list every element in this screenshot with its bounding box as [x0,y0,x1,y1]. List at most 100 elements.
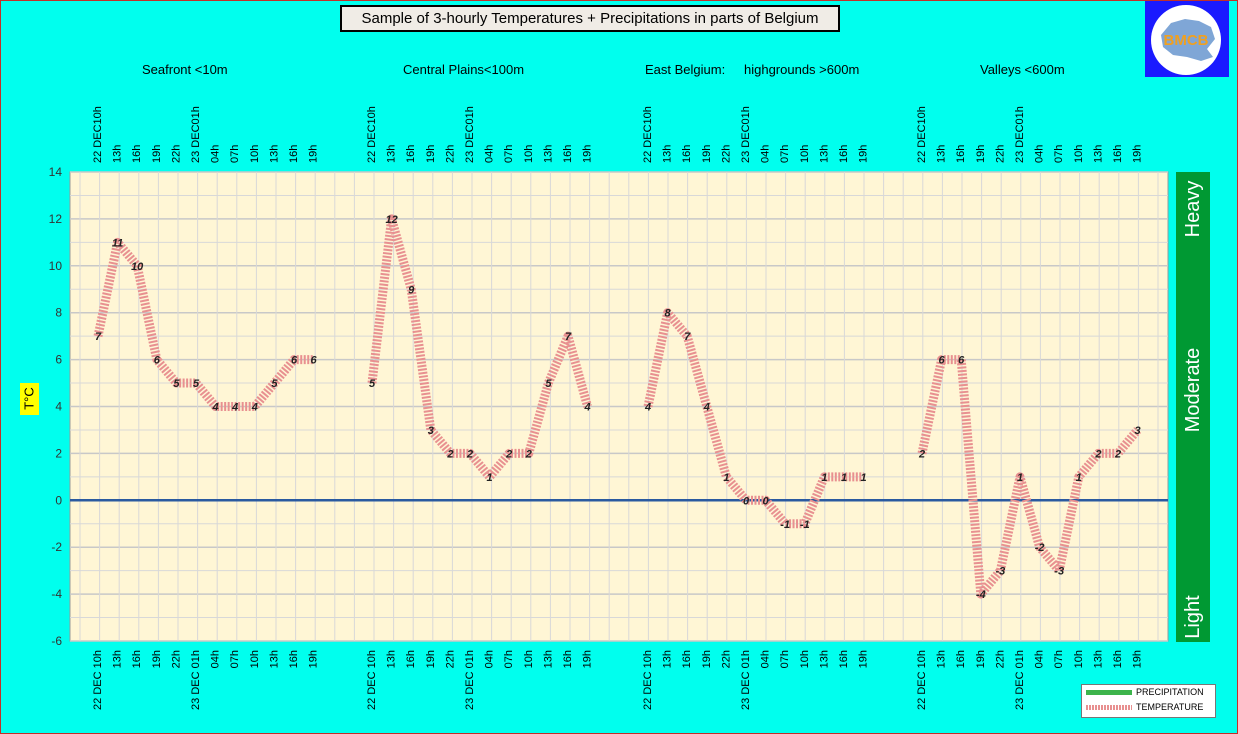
x-tick-label-top: 19h [975,145,987,163]
data-label: 5 [173,378,180,390]
x-tick-label-bottom: 04h [760,650,772,668]
x-tick-label-top: 23 DEC01h [1014,106,1026,163]
data-label: 1 [487,472,493,484]
x-tick-label-bottom: 07h [503,650,515,668]
x-tick-label-top: 13h [268,145,280,163]
x-tick-label-bottom: 23 DEC 01h [464,650,476,710]
y-axis-label: T°C [21,387,37,410]
x-tick-label-bottom: 22h [994,650,1006,668]
data-label: 2 [466,448,473,460]
x-tick-label-bottom: 22h [720,650,732,668]
x-tick-label-bottom: 19h [858,650,870,668]
data-label: 1 [841,472,847,484]
data-label: 7 [684,331,691,343]
data-label: 6 [291,355,298,367]
temperature-line [93,237,314,411]
x-tick-label-bottom: 16h [955,650,967,668]
data-label: 1 [821,472,827,484]
x-tick-label-top: 16h [838,145,850,163]
x-tick-label-top: 07h [779,145,791,163]
y-tick-label: -2 [51,540,62,554]
x-tick-label-bottom: 19h [582,650,594,668]
x-tick-label-top: 22h [720,145,732,163]
region-label-valleys: Valleys <600m [980,62,1065,77]
data-label: 9 [408,284,415,296]
data-label: 4 [251,402,258,414]
x-tick-label-bottom: 19h [701,650,713,668]
y-tick-label: 10 [49,259,63,273]
y-tick-label: 2 [55,446,62,460]
data-label: 7 [95,331,102,343]
data-label: 4 [212,402,219,414]
data-label: 2 [1094,448,1101,460]
precipitation-band [1176,172,1210,642]
data-label: 1 [861,472,867,484]
x-tick-label-bottom: 16h [562,650,574,668]
data-label: -4 [976,589,986,601]
y-tick-label: 14 [49,165,63,179]
x-tick-label-bottom: 10h [1073,650,1085,668]
x-tick-label-top: 19h [425,145,437,163]
data-label: 6 [939,355,946,367]
x-tick-label-top: 16h [681,145,693,163]
x-tick-label-top: 16h [405,145,417,163]
x-tick-label-bottom: 07h [779,650,791,668]
data-label: 2 [1114,448,1121,460]
x-tick-label-top: 19h [1132,145,1144,163]
x-tick-label-bottom: 13h [112,650,124,668]
x-tick-label-top: 13h [542,145,554,163]
data-label: 4 [644,402,651,414]
data-label: 1 [1017,472,1023,484]
x-tick-label-bottom: 04h [1034,650,1046,668]
x-tick-label-top: 22 DEC10h [916,106,928,163]
x-tick-label-bottom: 16h [405,650,417,668]
x-tick-label-bottom: 19h [975,650,987,668]
region-label-central-plains: Central Plains<100m [403,62,525,77]
x-tick-label-top: 07h [503,145,515,163]
x-tick-label-top: 04h [210,145,222,163]
x-tick-label-bottom: 23 DEC 01h [1014,650,1026,710]
x-tick-label-bottom: 19h [151,650,163,668]
data-label: 5 [271,378,278,390]
x-tick-label-bottom: 13h [936,650,948,668]
x-tick-label-bottom: 13h [818,650,830,668]
x-tick-label-top: 23 DEC01h [464,106,476,163]
x-tick-label-bottom: 22h [170,650,182,668]
data-label: 6 [311,355,318,367]
x-tick-label-bottom: 22h [444,650,456,668]
temperature-line [917,355,1142,599]
x-tick-label-top: 07h [229,145,241,163]
x-tick-label-top: 19h [858,145,870,163]
data-label: 2 [525,448,532,460]
data-label: 1 [1076,472,1082,484]
x-tick-label-bottom: 10h [523,650,535,668]
x-tick-label-bottom: 16h [1112,650,1124,668]
y-tick-label: -6 [51,634,62,648]
x-tick-label-top: 22 DEC10h [642,106,654,163]
x-tick-label-bottom: 16h [838,650,850,668]
x-tick-label-top: 22h [994,145,1006,163]
x-tick-label-top: 19h [151,145,163,163]
data-label: -3 [1054,566,1064,578]
chart-legend: PRECIPITATION TEMPERATURE [1081,684,1216,718]
x-tick-label-top: 19h [701,145,713,163]
x-tick-label-bottom: 22 DEC 10h [92,650,104,710]
x-tick-label-top: 13h [112,145,124,163]
x-tick-label-bottom: 13h [268,650,280,668]
region-label-highgrounds: highgrounds >600m [744,62,860,77]
x-tick-label-top: 16h [562,145,574,163]
data-label: 6 [154,355,161,367]
data-label: 12 [385,214,397,226]
x-tick-label-top: 16h [131,145,143,163]
x-tick-label-bottom: 07h [229,650,241,668]
x-tick-label-bottom: 13h [386,650,398,668]
x-tick-label-top: 16h [955,145,967,163]
x-tick-label-top: 10h [1073,145,1085,163]
x-tick-label-bottom: 13h [542,650,554,668]
x-tick-label-top: 10h [249,145,261,163]
x-tick-label-top: 04h [484,145,496,163]
legend-label-precipitation: PRECIPITATION [1136,687,1204,697]
x-tick-label-top: 13h [818,145,830,163]
data-label: -2 [1035,542,1045,554]
data-label: 5 [193,378,200,390]
